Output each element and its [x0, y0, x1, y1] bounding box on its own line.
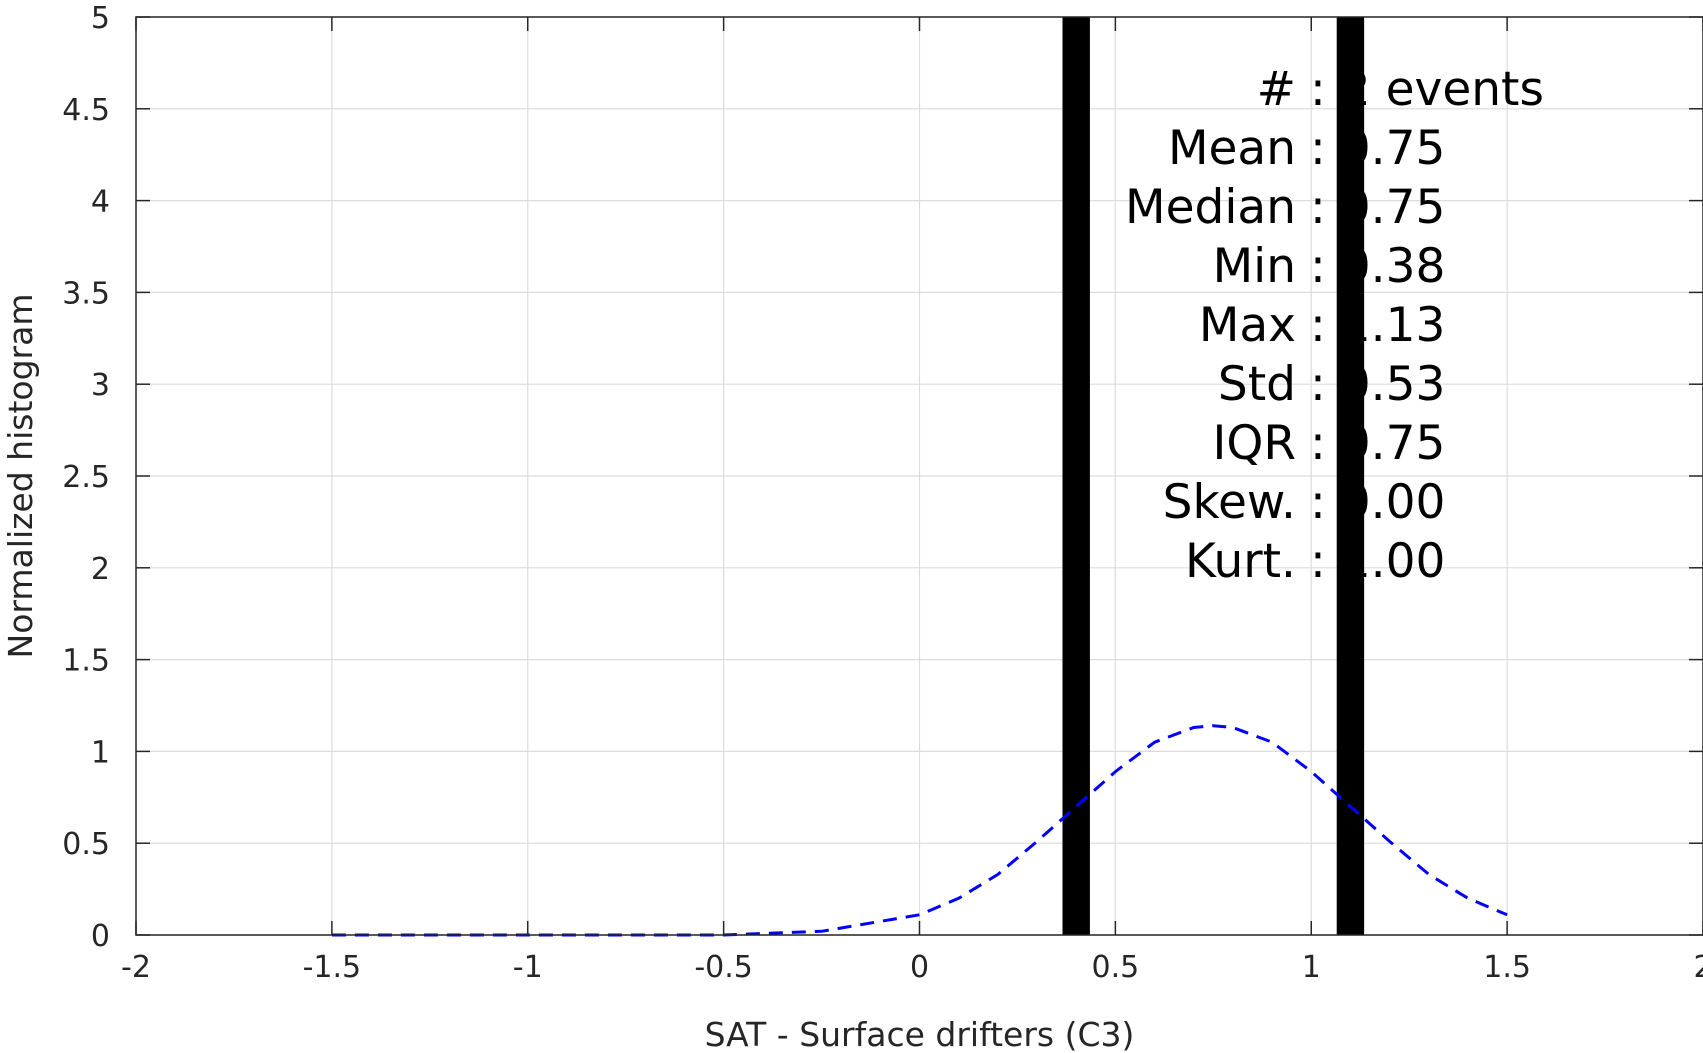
stats-row: Kurt. : 1.00: [1185, 534, 1445, 589]
stats-row-value: : 0.53: [1310, 357, 1445, 412]
y-tick-label: 5: [91, 1, 110, 36]
stats-row-name: IQR: [1212, 416, 1296, 471]
x-tick-label: -1.5: [303, 950, 362, 985]
x-tick-label: 1.5: [1483, 950, 1531, 985]
stats-row-name: Median: [1125, 180, 1296, 235]
y-axis-label: Normalized histogram: [1, 294, 40, 659]
histogram-bar: [1336, 17, 1365, 935]
x-tick-label: -2: [121, 950, 151, 985]
stats-row: Std : 0.53: [1218, 357, 1446, 412]
stats-row-name: Min: [1213, 239, 1296, 294]
stats-row-value: : 0.75: [1310, 180, 1445, 235]
stats-row-value: : 0.38: [1310, 239, 1445, 294]
stats-row-name: #: [1257, 62, 1296, 117]
y-tick-label: 1: [91, 735, 110, 770]
stats-row: Min : 0.38: [1213, 239, 1446, 294]
y-tick-label: 2: [91, 552, 110, 587]
plot-frame: [135, 16, 1703, 936]
x-tick-label: 1: [1302, 950, 1321, 985]
stats-row: # : 2 events: [1257, 62, 1544, 117]
x-axis-label: SAT - Surface drifters (C3): [705, 1015, 1135, 1053]
stats-row-value: : 1.00: [1310, 534, 1445, 589]
stats-row: Mean : 0.75: [1168, 121, 1446, 176]
stats-row: Max : 1.13: [1199, 298, 1446, 353]
y-tick-label: 2.5: [62, 460, 110, 495]
stats-row-value: : 2 events: [1310, 62, 1544, 117]
y-tick-label: 0: [91, 919, 110, 954]
stats-row-name: Skew.: [1163, 475, 1296, 530]
x-tick-label: 0: [910, 950, 929, 985]
histogram-bars: [1062, 17, 1365, 935]
stats-row-name: Mean: [1168, 121, 1296, 176]
grid: [135, 16, 1703, 936]
fitted-distribution-curve: [331, 724, 1508, 937]
stats-row-name: Max: [1199, 298, 1296, 353]
stats-row-value: : 0.75: [1310, 121, 1445, 176]
histogram-bar: [1062, 17, 1090, 935]
stats-row: Skew. : 0.00: [1163, 475, 1446, 530]
y-tick-label: 3.5: [62, 276, 110, 311]
y-tick-labels: 0 0.5 1 1.5 2 2.5 3 3.5 4 4.5 5: [62, 1, 110, 954]
y-tick-label: 4: [91, 185, 110, 220]
x-tick-label: -1: [513, 950, 543, 985]
y-tick-label: 0.5: [62, 827, 110, 862]
stats-row-name: Std: [1218, 357, 1296, 412]
stats-row-value: : 0.00: [1310, 475, 1445, 530]
x-tick-label: -0.5: [694, 950, 753, 985]
y-tick-label: 4.5: [62, 93, 110, 128]
axes-frame: [135, 16, 1703, 936]
statistics-annotation: # : 2 events Mean : 0.75 Median : 0.75 Min : 0.…: [1125, 62, 1544, 589]
stats-row: IQR : 0.75: [1212, 416, 1445, 471]
stats-row-name: Kurt.: [1185, 534, 1296, 589]
y-tick-label: 1.5: [62, 644, 110, 679]
stats-row: Median : 0.75: [1125, 180, 1445, 235]
stats-row-value: : 0.75: [1310, 416, 1445, 471]
normal-fit-line: [331, 724, 1508, 937]
x-tick-label: 2: [1693, 950, 1703, 985]
x-tick-label: 0.5: [1092, 950, 1140, 985]
stats-row-value: : 1.13: [1310, 298, 1445, 353]
y-tick-label: 3: [91, 368, 110, 403]
x-tick-labels: -2 -1.5 -1 -0.5 0 0.5 1 1.5 2: [121, 950, 1703, 985]
